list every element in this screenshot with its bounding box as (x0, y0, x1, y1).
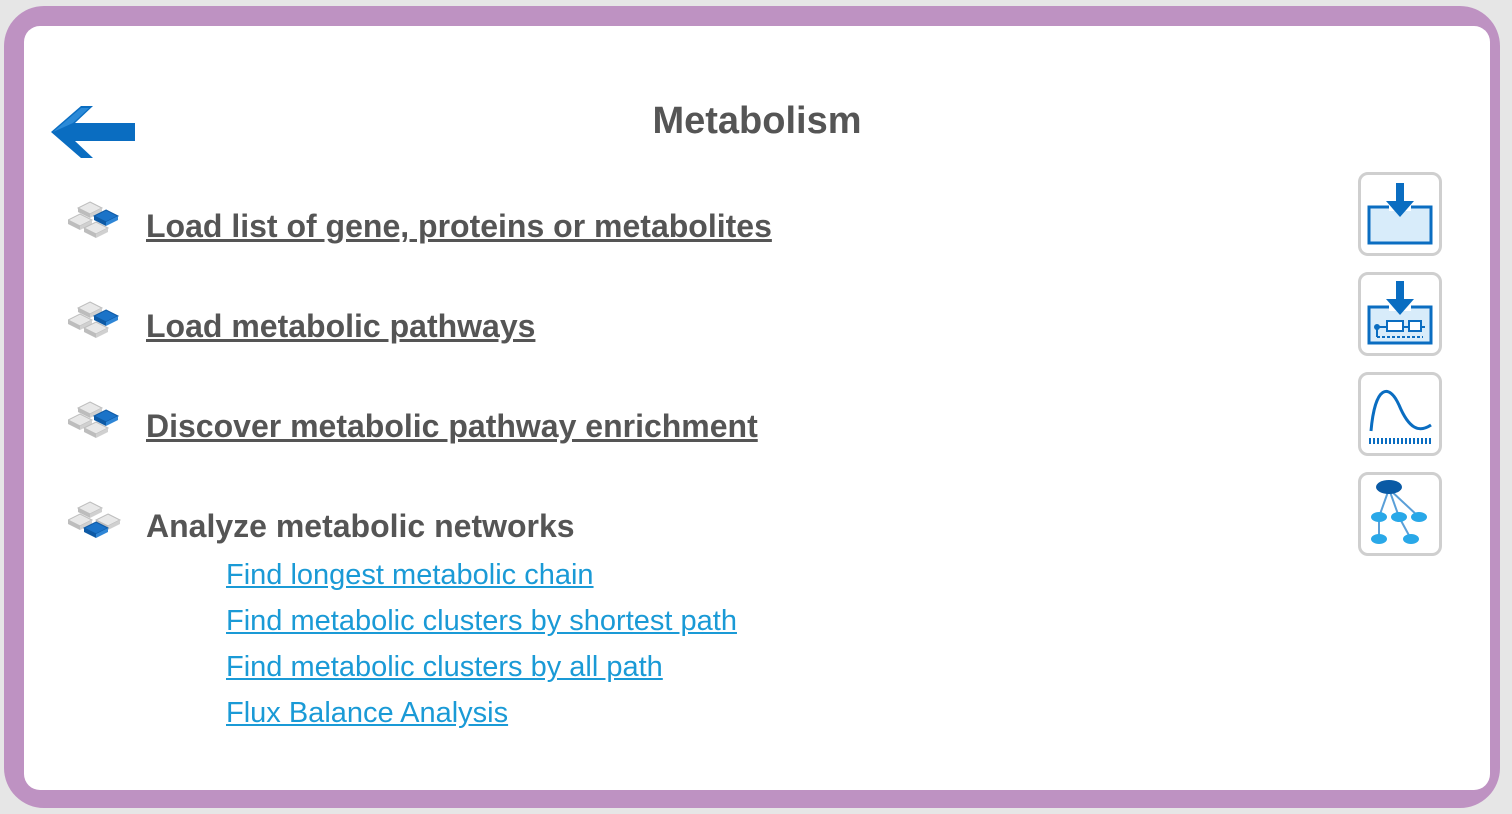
enrichment-link[interactable]: Discover metabolic pathway enrichment (146, 408, 758, 444)
flux-balance-link[interactable]: Flux Balance Analysis (226, 697, 509, 729)
cube-icon (68, 501, 122, 538)
import-pathway-button[interactable] (1358, 272, 1442, 356)
window-frame: Metabolism Load list of gene, proteins o… (4, 6, 1500, 808)
cube-icon (68, 301, 120, 338)
back-button[interactable] (51, 104, 135, 160)
page-title: Metabolism (652, 100, 862, 142)
import-list-button[interactable] (1358, 172, 1442, 256)
clusters-all-path-link[interactable]: Find metabolic clusters by all path (226, 651, 663, 683)
load-pathways-link[interactable]: Load metabolic pathways (146, 308, 536, 344)
network-tree-button[interactable] (1358, 472, 1442, 556)
enrichment-curve-icon (1369, 389, 1433, 444)
import-list-icon (1367, 183, 1433, 245)
analyze-networks-label: Analyze metabolic networks (146, 508, 575, 544)
cube-icon (68, 401, 120, 438)
arrow-left-icon (51, 106, 135, 158)
cube-icon (68, 201, 120, 238)
network-sub-links: Find longest metabolic chain Find metabo… (226, 552, 737, 736)
load-list-link[interactable]: Load list of gene, proteins or metabolit… (146, 208, 772, 244)
enrichment-curve-button[interactable] (1358, 372, 1442, 456)
main-panel: Metabolism Load list of gene, proteins o… (24, 26, 1490, 790)
longest-chain-link[interactable]: Find longest metabolic chain (226, 559, 594, 591)
import-pathway-icon (1367, 281, 1433, 345)
network-tree-icon (1371, 480, 1427, 544)
clusters-shortest-path-link[interactable]: Find metabolic clusters by shortest path (226, 605, 737, 637)
